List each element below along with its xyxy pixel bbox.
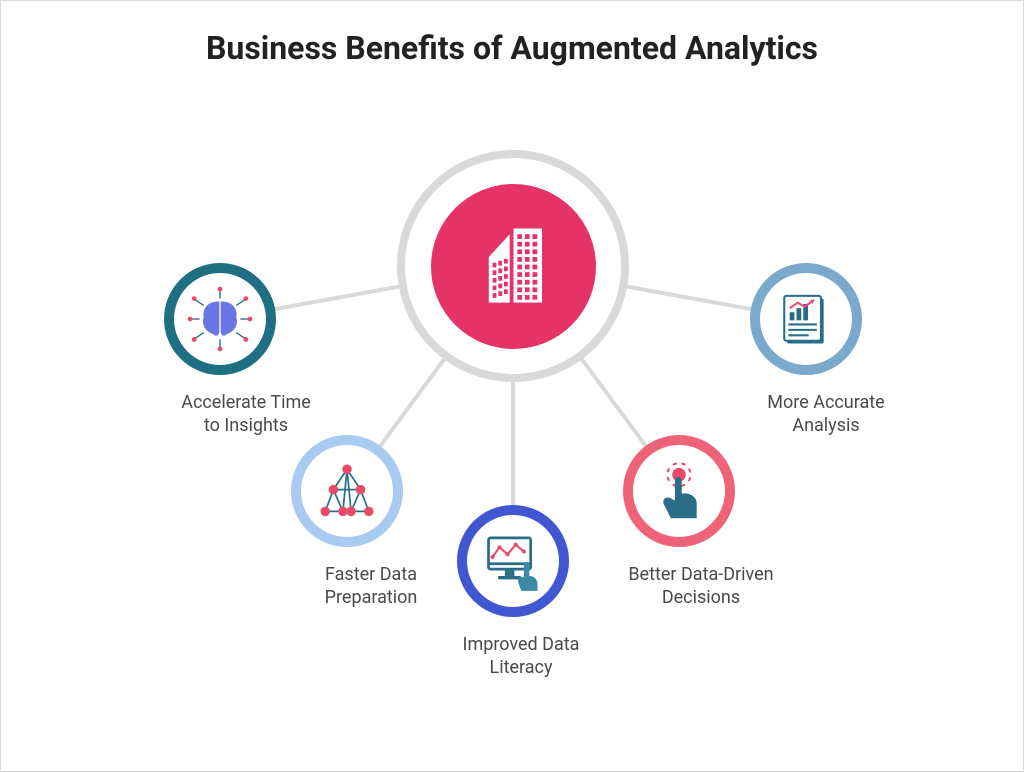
hub-ring: [397, 150, 629, 382]
brain-network-icon: [186, 285, 254, 353]
benefit-label-decisions: Better Data-Driven Decisions: [601, 563, 801, 610]
benefit-label-preparation: Faster Data Preparation: [291, 563, 451, 610]
infographic-canvas: Business Benefits of Augmented Analytics: [0, 0, 1024, 772]
benefit-node-literacy: [457, 505, 569, 617]
benefit-label-insights: Accelerate Time to Insights: [161, 391, 331, 438]
benefit-node-decisions: [623, 435, 735, 547]
benefit-node-preparation: [291, 435, 403, 547]
page-title: Business Benefits of Augmented Analytics: [1, 29, 1023, 67]
benefit-node-accuracy: [750, 263, 862, 375]
benefit-label-accuracy: More Accurate Analysis: [746, 391, 906, 438]
hub-inner: [431, 184, 596, 349]
monitor-chart-hand-icon: [479, 527, 547, 595]
benefit-label-literacy: Improved Data Literacy: [441, 633, 601, 680]
graph-network-icon: [313, 457, 381, 525]
benefit-node-insights: [164, 263, 276, 375]
report-chart-icon: [772, 285, 840, 353]
building-icon: [466, 219, 561, 314]
hand-tap-icon: [645, 457, 713, 525]
